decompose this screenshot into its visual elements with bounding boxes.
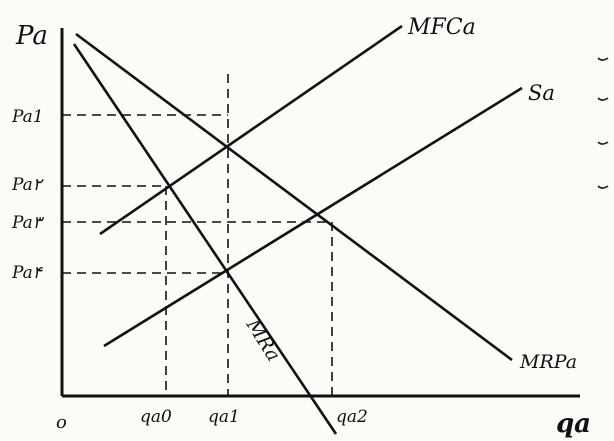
origin-label: o — [56, 412, 67, 433]
supply-label: Sa — [528, 81, 555, 105]
guide-lines — [62, 74, 333, 396]
quantity-tick-qa0: qa0 — [140, 407, 172, 427]
mr-curve — [72, 43, 338, 435]
price-tick-pa3: Pa۳ — [11, 213, 45, 233]
mr-label: MRa — [241, 314, 284, 365]
x-axis-label: qa — [556, 409, 591, 439]
mrp-label: MRPa — [519, 351, 577, 373]
quantity-tick-qa1: qa1 — [208, 407, 240, 427]
mfc-curve — [99, 24, 403, 236]
price-tick-pa1: Pa1 — [11, 107, 44, 127]
mrp-curve — [75, 32, 513, 362]
price-tick-pa2: Pa۲ — [11, 175, 45, 195]
price-tick-pa4: Pa۴ — [11, 263, 44, 283]
y-axis-label: Pa — [15, 21, 48, 51]
mfc-label: MFCa — [407, 15, 476, 40]
supply-curve — [103, 86, 523, 348]
quantity-tick-qa2: qa2 — [336, 407, 368, 427]
edge-marks — [597, 57, 609, 189]
